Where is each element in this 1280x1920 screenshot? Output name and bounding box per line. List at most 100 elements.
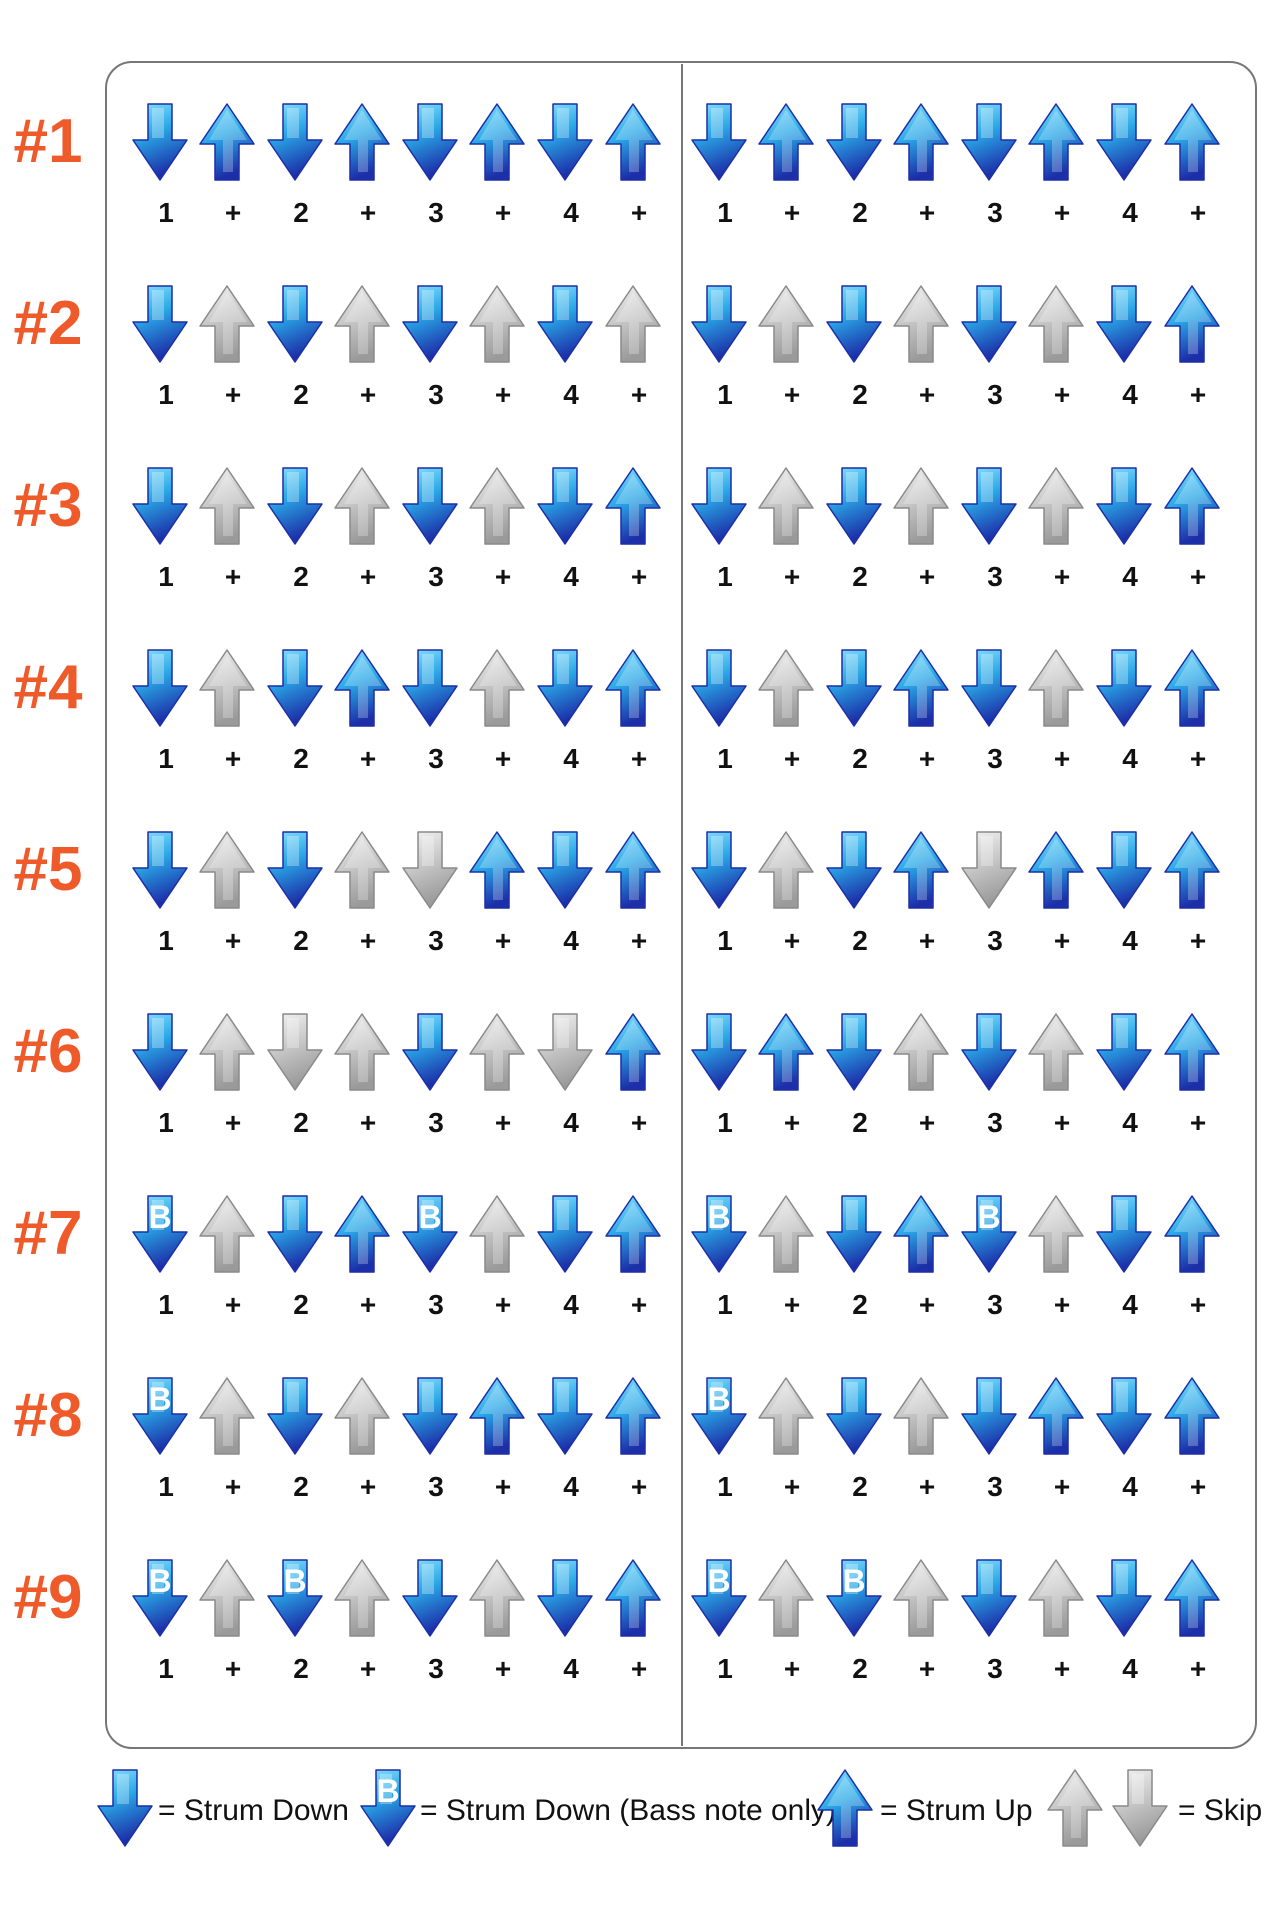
strum-down-icon: [691, 467, 747, 545]
beat-count-label: 3: [987, 743, 1003, 774]
strum-bass-icon: B: [691, 1377, 747, 1455]
beat-count-label: +: [919, 1653, 935, 1684]
pattern-label: #8: [14, 1381, 83, 1450]
beat-count-label: +: [919, 1107, 935, 1138]
strum-skip-up-icon: [199, 831, 255, 909]
beat-count-label: +: [225, 925, 241, 956]
strum-up-icon: [605, 1377, 661, 1455]
strum-up-icon: [605, 1559, 661, 1637]
beat-count-label: 1: [717, 1471, 733, 1502]
beat-count-label: 1: [158, 197, 174, 228]
beat-count-label: 3: [428, 925, 444, 956]
strum-skip-up-icon: [469, 1559, 525, 1637]
beat-count-label: 1: [158, 1653, 174, 1684]
beat-count-label: +: [360, 925, 376, 956]
strum-skip-up-icon: [469, 1013, 525, 1091]
strum-skip-up-icon: [758, 1559, 814, 1637]
strum-skip-down-icon: [267, 1013, 323, 1091]
strum-skip-down-icon: [402, 831, 458, 909]
strum-skip-up-icon: [1028, 1559, 1084, 1637]
beat-count-label: 3: [428, 197, 444, 228]
strum-skip-up-icon: [199, 1377, 255, 1455]
strum-down-icon: [132, 467, 188, 545]
strum-up-icon: [1028, 1377, 1084, 1455]
strum-skip-up-icon: [199, 1195, 255, 1273]
strum-down-icon: [826, 467, 882, 545]
strum-up-icon: [1164, 1013, 1220, 1091]
strum-up-icon: [758, 103, 814, 181]
pattern-row: #7 B 1 +2 + B 3 +4 + B 1 +2 + B 3 +4 +: [14, 1195, 1220, 1320]
beat-count-label: +: [919, 561, 935, 592]
beat-count-label: 3: [428, 561, 444, 592]
strum-down-icon: [132, 831, 188, 909]
beat-count-label: 4: [563, 379, 579, 410]
strum-down-icon: [826, 1013, 882, 1091]
strum-down-icon: [402, 649, 458, 727]
beat-count-label: 1: [158, 379, 174, 410]
strum-skip-down-icon: [961, 831, 1017, 909]
strum-up-icon: [605, 103, 661, 181]
beat-count-label: 1: [717, 1289, 733, 1320]
strum-skip-up-icon: [334, 285, 390, 363]
strum-down-icon: [826, 1377, 882, 1455]
bass-letter: B: [707, 1381, 730, 1417]
beat-count-label: +: [919, 379, 935, 410]
beat-count-label: 1: [717, 379, 733, 410]
beat-count-label: +: [919, 1289, 935, 1320]
beat-count-label: 3: [428, 1653, 444, 1684]
beat-count-label: +: [1190, 743, 1206, 774]
strum-down-icon: [132, 649, 188, 727]
beat-count-label: 2: [293, 925, 309, 956]
strum-skip-up-icon: [758, 467, 814, 545]
strum-bass-icon: B: [132, 1559, 188, 1637]
strum-up-icon: [893, 1195, 949, 1273]
strum-down-icon: [1096, 1195, 1152, 1273]
beat-count-label: +: [631, 743, 647, 774]
strum-down-icon: [1096, 285, 1152, 363]
beat-count-label: 4: [563, 1471, 579, 1502]
beat-count-label: +: [1190, 1471, 1206, 1502]
legend-strum-down-icon: [97, 1769, 153, 1847]
beat-count-label: +: [631, 379, 647, 410]
strum-bass-icon: B: [402, 1195, 458, 1273]
beat-count-label: 2: [293, 743, 309, 774]
pattern-label: #4: [14, 653, 83, 722]
beat-count-label: 1: [158, 925, 174, 956]
beat-count-label: 2: [293, 1289, 309, 1320]
beat-count-label: +: [225, 1289, 241, 1320]
beat-count-label: +: [225, 1471, 241, 1502]
pattern-label: #3: [14, 471, 83, 540]
strum-up-icon: [605, 1195, 661, 1273]
strum-down-icon: [1096, 467, 1152, 545]
legend-bass-down-icon: B: [360, 1769, 416, 1847]
beat-count-label: +: [495, 1289, 511, 1320]
beat-count-label: +: [360, 561, 376, 592]
strum-skip-down-icon: [537, 1013, 593, 1091]
strum-skip-up-icon: [758, 1377, 814, 1455]
beat-count-label: 3: [987, 561, 1003, 592]
strum-down-icon: [691, 649, 747, 727]
beat-count-label: 3: [428, 379, 444, 410]
strum-down-icon: [537, 285, 593, 363]
beat-count-label: 1: [717, 197, 733, 228]
strum-up-icon: [469, 831, 525, 909]
strum-down-icon: [961, 467, 1017, 545]
beat-count-label: 4: [1122, 1289, 1138, 1320]
beat-count-label: +: [631, 197, 647, 228]
strum-down-icon: [691, 103, 747, 181]
beat-count-label: +: [495, 561, 511, 592]
beat-count-label: 4: [1122, 561, 1138, 592]
legend-skip-down-icon: [1112, 1769, 1168, 1847]
strum-up-icon: [1164, 1195, 1220, 1273]
bass-letter: B: [977, 1199, 1000, 1235]
beat-count-label: 4: [563, 1107, 579, 1138]
strum-up-icon: [605, 831, 661, 909]
bass-letter: B: [148, 1199, 171, 1235]
beat-count-label: +: [1190, 561, 1206, 592]
strum-down-icon: [961, 1377, 1017, 1455]
bass-letter: B: [842, 1563, 865, 1599]
beat-count-label: 2: [852, 561, 868, 592]
strum-down-icon: [267, 831, 323, 909]
beat-count-label: +: [495, 1653, 511, 1684]
strum-skip-up-icon: [469, 467, 525, 545]
